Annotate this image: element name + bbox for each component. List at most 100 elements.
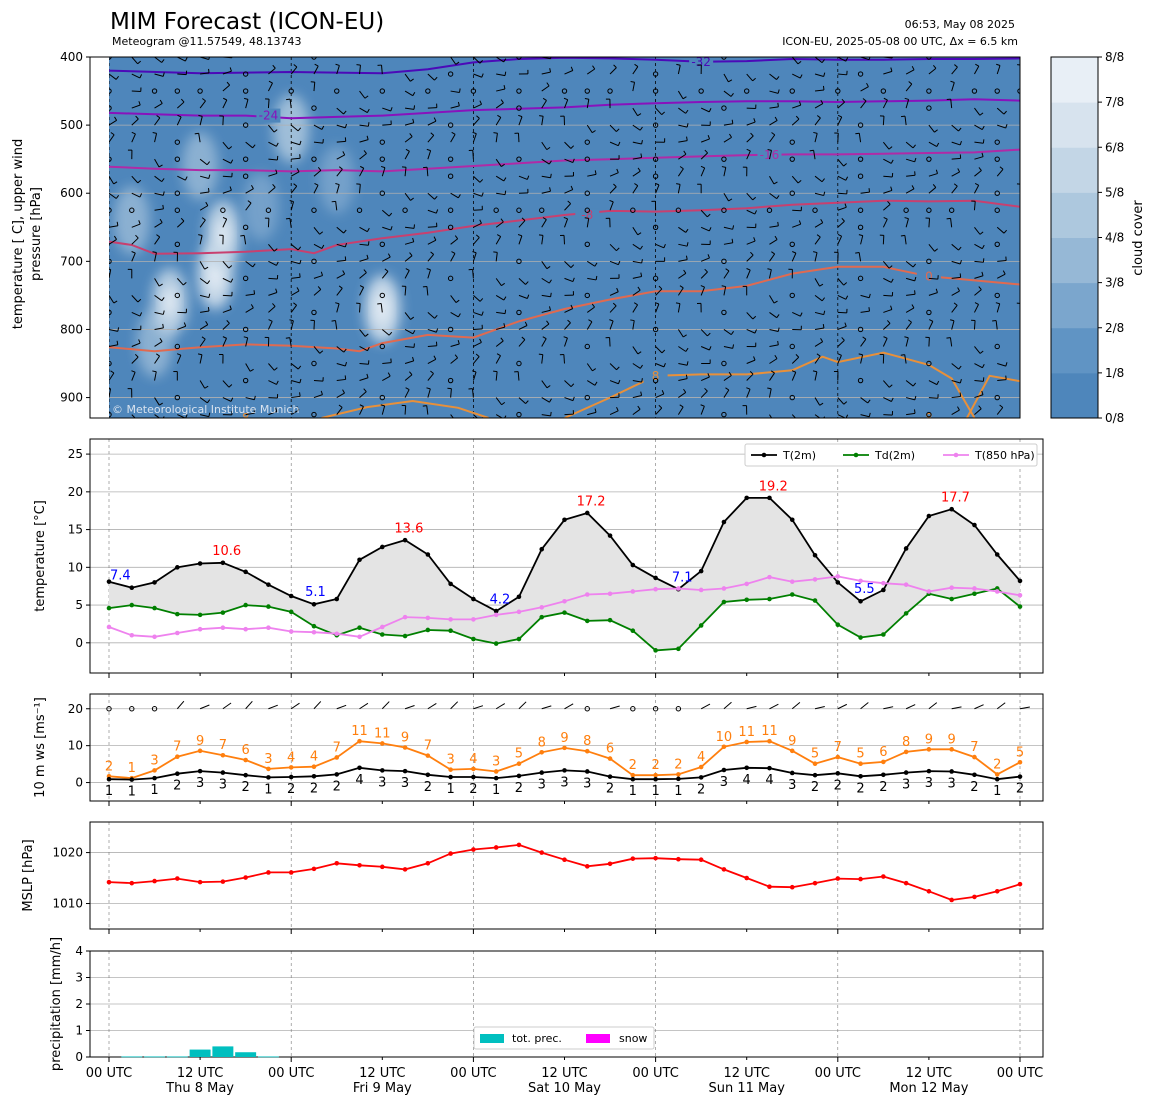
wind-barb-shaft [176,700,185,710]
temp-series-point [949,585,954,591]
isotherm-line [109,57,1020,75]
wind-barb-shaft [632,141,642,145]
gust-value-label: 3 [150,753,158,768]
wind-barb-shaft [813,150,816,160]
wind-barb-shaft [427,239,437,245]
wind-axes-frame [89,693,1044,802]
mean-wind-value-label: 2 [469,782,477,797]
wind-barb-flag [911,185,915,190]
wind-barb-flag [201,217,206,221]
run-time-label: 06:53, May 08 2025 [905,18,1015,31]
temp-series-point [789,592,795,597]
wind-barb-flag [433,236,437,241]
mean-wind-value-label: 1 [128,785,136,800]
wind-barb-flag [387,372,391,377]
calm-wind-marker [584,394,590,401]
temp-series-point [334,631,340,637]
calm-wind-marker [721,360,727,367]
wind-barb-shaft [359,287,365,296]
wind-barb-flag [296,406,300,411]
wind-barb-flag [936,380,940,385]
wind-barb-flag [704,387,708,392]
wind-barb-flag [405,148,410,152]
upper-ytick-label: 700 [60,254,83,268]
wind-barb-shaft [746,328,756,334]
wind-barb-shaft [473,73,482,78]
wind-barb-flag [616,366,620,371]
temp-legend-label: Td(2m) [874,449,915,462]
wind-barb-shaft [860,191,870,194]
wind-barb-shaft [609,410,619,416]
wind-barb-shaft [473,356,480,364]
gust-value-label: 7 [834,740,842,755]
wind-barb-flag [549,306,551,311]
isotherm-label-bg [916,411,941,418]
calm-wind-marker [288,88,294,94]
wind-barb-flag [433,355,437,360]
mean-wind-value-label: 1 [105,784,113,799]
wind-barb-flag [451,251,456,254]
temp-series-point [881,580,886,586]
wind-barb-flag [932,184,937,188]
temp-series-point [425,615,431,621]
wind-barb-flag [661,111,666,116]
calm-wind-marker [379,156,385,162]
wind-barb-flag [479,298,484,302]
temp-axes-frame [89,438,1044,674]
calm-wind-marker [994,207,1000,213]
wind-barb-shaft [791,175,799,184]
wind-barb-shaft [860,397,869,404]
wind-barb-shaft [677,184,681,194]
wind-barb-shaft [814,117,821,126]
gust-value-label: 9 [925,732,933,747]
wind-barb-shaft [541,414,551,417]
wind-barb-flag [957,406,960,411]
mslp-point [357,863,362,868]
mslp-point [744,875,749,881]
wind-barb-shaft [996,107,1005,115]
wind-series-point [744,765,749,771]
wind-barb-shaft [974,275,984,279]
mslp-point [789,884,795,890]
temp-series-point [630,589,636,594]
wind-calm-marker [584,706,590,712]
wind-barb-flag [686,123,689,128]
wind-barb-flag [887,201,891,205]
calm-wind-marker [789,241,795,248]
wind-barb-shaft [473,192,483,197]
wind-barb-flag [546,266,551,270]
calm-wind-marker [584,156,590,162]
wind-barb-flag [479,338,482,343]
mslp-point [266,870,271,875]
wind-barb-shaft [974,289,982,296]
wind-barb-shaft [495,158,502,167]
calm-wind-marker [994,292,1000,299]
wind-barb-shaft [837,192,847,195]
wind-barb-flag [792,251,797,254]
wind-barb-shaft [199,158,208,166]
calm-wind-marker [516,105,522,111]
wind-barb-shaft [996,303,1001,313]
wind-barb-flag [493,132,498,134]
wind-barb-shaft [268,158,278,161]
wind-barb-flag [721,285,726,288]
wind-barb-flag [1002,270,1006,275]
wind-barb-flag [542,336,547,340]
temp-series-point [1017,604,1023,609]
calm-wind-marker [311,105,317,111]
wind-barb-shaft [928,243,935,252]
wind-barb-shaft [359,329,366,337]
wind-barb-flag [753,356,756,361]
precip-legend-label: tot. prec. [512,1032,562,1045]
wind-series-point [471,766,476,772]
wind-barb-flag [180,217,185,222]
wind-barb-shaft [882,218,888,228]
wind-barb-flag [981,125,985,130]
calm-wind-marker [402,207,408,213]
wind-barb-shaft [723,389,730,398]
calm-wind-marker [311,207,317,213]
precip-bar [235,1052,257,1057]
temp-series-point [881,632,886,637]
wind-barb-shaft [541,309,551,313]
wind-barb-flag [159,99,163,104]
